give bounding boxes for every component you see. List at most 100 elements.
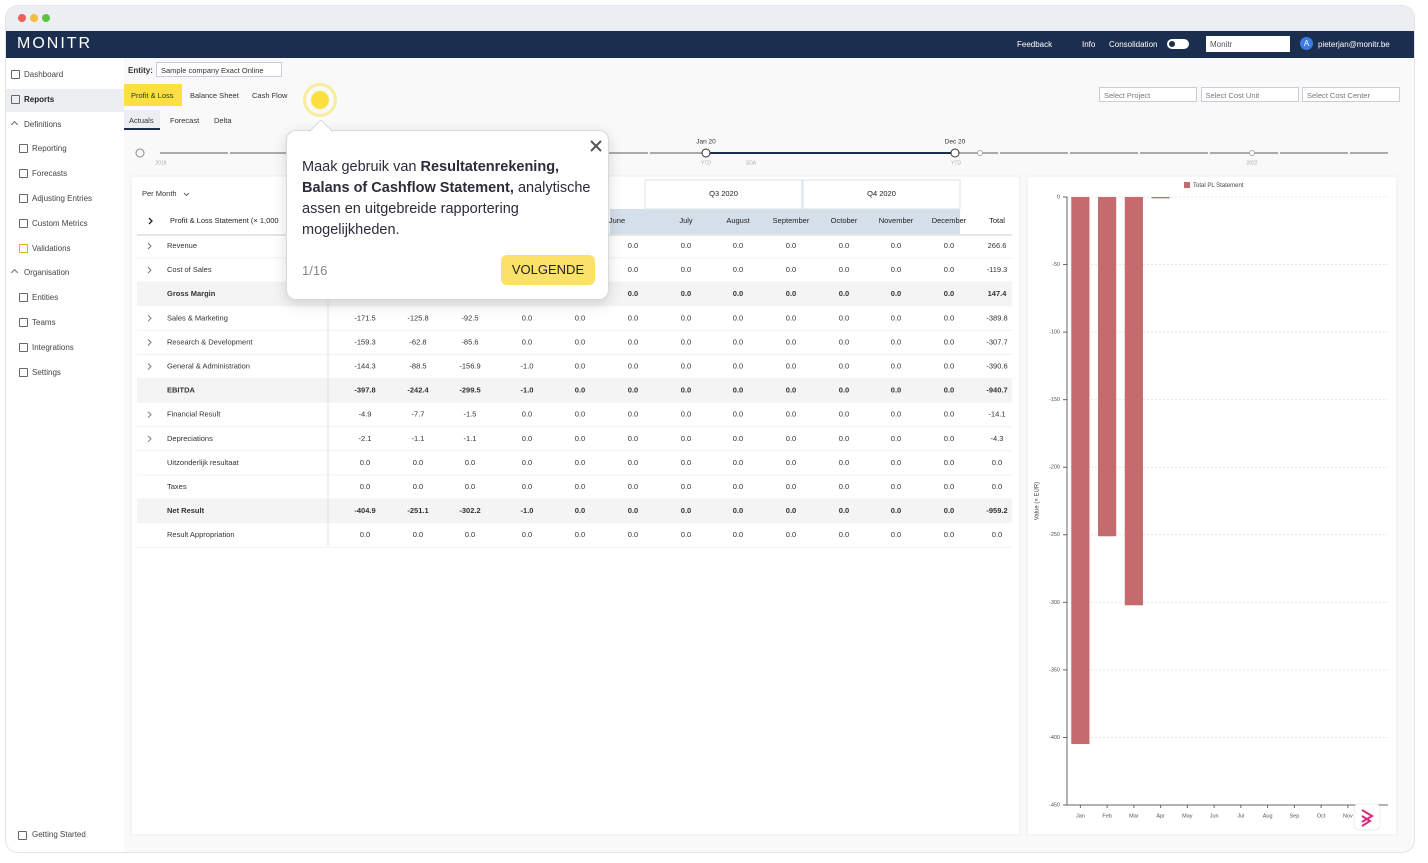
timeline-tick bbox=[977, 150, 983, 156]
menu-item[interactable]: Integrations bbox=[32, 342, 74, 352]
user-email[interactable]: pieterjan@monitr.be bbox=[1318, 40, 1390, 49]
timeline-scale: 2022 bbox=[1246, 160, 1257, 166]
cell: 0.0 bbox=[839, 337, 849, 346]
menu-item[interactable]: Custom Metrics bbox=[32, 218, 88, 228]
cell: 0.0 bbox=[628, 337, 638, 346]
menu-item[interactable]: Organisation bbox=[24, 268, 70, 278]
cell: 0.0 bbox=[733, 530, 743, 539]
dimension-select[interactable]: Select Project bbox=[1099, 87, 1197, 102]
cell: 0.0 bbox=[733, 386, 743, 395]
menu-item[interactable]: Dashboard bbox=[24, 70, 64, 79]
timeline-handle bbox=[701, 148, 711, 158]
row-label: Taxes bbox=[167, 482, 187, 491]
menu-item[interactable]: Forecasts bbox=[32, 169, 68, 179]
report-tab[interactable]: Cash Flow bbox=[252, 91, 288, 100]
y-tick-label: -150 bbox=[1049, 397, 1060, 403]
sub-tab[interactable]: Actuals bbox=[129, 116, 154, 125]
dimension-select[interactable]: Select Cost Center bbox=[1302, 87, 1400, 102]
pointer bbox=[309, 120, 333, 132]
cell: 0.0 bbox=[786, 361, 796, 370]
menu-item[interactable]: Entities bbox=[32, 293, 59, 303]
toggle-knob bbox=[1169, 41, 1175, 47]
cell: 0.0 bbox=[891, 482, 901, 491]
row-label: Financial Result bbox=[167, 410, 221, 419]
cell: 0.0 bbox=[786, 530, 796, 539]
column-header: July bbox=[679, 216, 693, 225]
dimension-select[interactable]: Select Cost Unit bbox=[1200, 87, 1299, 102]
row-label: Sales & Marketing bbox=[167, 313, 228, 322]
report-tab[interactable]: Profit & Loss bbox=[131, 91, 174, 100]
cell: 0.0 bbox=[522, 434, 532, 443]
cell: 0.0 bbox=[944, 289, 954, 298]
menu-icon bbox=[19, 342, 28, 352]
consolidation-toggle[interactable] bbox=[1167, 39, 1189, 49]
cell: 0.0 bbox=[681, 337, 691, 346]
menu-item[interactable]: Reporting bbox=[32, 144, 67, 154]
menu-icon bbox=[11, 94, 20, 104]
tour-step: 1/16 bbox=[302, 263, 328, 278]
entity-select[interactable]: Sample company Exact Online bbox=[156, 62, 282, 77]
statement-title: Profit & Loss Statement (× 1,000 bbox=[170, 216, 279, 225]
avatar[interactable]: A bbox=[1300, 37, 1313, 50]
sub-tab[interactable]: Delta bbox=[214, 116, 232, 125]
cell: 0.0 bbox=[628, 265, 638, 274]
y-axis-label: Value (× EUR) bbox=[1035, 482, 1041, 520]
feedback-link[interactable]: Feedback bbox=[1017, 40, 1053, 49]
y-tick-label: -400 bbox=[1049, 735, 1060, 741]
cell: 0.0 bbox=[891, 410, 901, 419]
x-tick-label: Jan bbox=[1076, 813, 1085, 819]
cell: 0.0 bbox=[944, 410, 954, 419]
cell: 0.0 bbox=[681, 434, 691, 443]
next-button[interactable]: VOLGENDE bbox=[501, 255, 595, 285]
menu-item[interactable]: Settings bbox=[32, 367, 61, 377]
cell: 0.0 bbox=[522, 482, 532, 491]
cell: 0.0 bbox=[839, 386, 849, 395]
getting-started[interactable]: Getting Started bbox=[32, 830, 86, 839]
menu-item[interactable]: Validations bbox=[32, 243, 71, 253]
cell: 0.0 bbox=[681, 361, 691, 370]
report-tab[interactable]: Balance Sheet bbox=[190, 91, 239, 100]
tour-popover: Maak gebruik van Resultatenrekening, Bal… bbox=[286, 120, 609, 300]
menu-item[interactable]: Teams bbox=[32, 318, 56, 327]
close-button[interactable] bbox=[589, 139, 603, 153]
cell: 0.0 bbox=[839, 410, 849, 419]
cell: 0.0 bbox=[733, 434, 743, 443]
sub-tab[interactable]: Forecast bbox=[170, 116, 200, 125]
row-chevron bbox=[147, 435, 152, 443]
cell: 0.0 bbox=[733, 241, 743, 250]
cell: 0.0 bbox=[891, 458, 901, 467]
cell: 0.0 bbox=[575, 458, 585, 467]
cell: 0.0 bbox=[681, 241, 691, 250]
menu-icon bbox=[19, 218, 28, 228]
cell: 0.0 bbox=[944, 386, 954, 395]
cell: 0.0 bbox=[944, 434, 954, 443]
menu-item[interactable]: Definitions bbox=[24, 119, 62, 129]
cell: 0.0 bbox=[786, 386, 796, 395]
highlight-dot[interactable] bbox=[311, 91, 329, 109]
timeline-handle bbox=[950, 148, 960, 158]
cell: 0.0 bbox=[575, 506, 585, 515]
cell: 266.6 bbox=[988, 241, 1007, 250]
consolidation-label: Consolidation bbox=[1109, 40, 1158, 49]
cell: 0.0 bbox=[733, 482, 743, 491]
cell: 0.0 bbox=[465, 458, 475, 467]
cell: 0.0 bbox=[681, 386, 691, 395]
cell: 0.0 bbox=[839, 530, 849, 539]
cell: 0.0 bbox=[839, 313, 849, 322]
logo[interactable]: MONITR bbox=[17, 35, 93, 52]
cell: 0.0 bbox=[575, 482, 585, 491]
row-label: Result Appropriation bbox=[167, 530, 235, 539]
menu-item[interactable]: Reports bbox=[24, 94, 55, 104]
cell: 0.0 bbox=[628, 434, 638, 443]
cell: 0.0 bbox=[681, 289, 691, 298]
menu-item[interactable]: Adjusting Entries bbox=[32, 194, 93, 203]
cell: 0.0 bbox=[786, 410, 796, 419]
cell: 147.4 bbox=[988, 289, 1008, 298]
workspace-select[interactable]: Monitr bbox=[1206, 36, 1290, 52]
cell: 0.0 bbox=[786, 313, 796, 322]
x-tick-label: Apr bbox=[1156, 813, 1165, 819]
cell: 0.0 bbox=[628, 313, 638, 322]
cell: 0.0 bbox=[786, 289, 796, 298]
info-link[interactable]: Info bbox=[1082, 40, 1096, 49]
